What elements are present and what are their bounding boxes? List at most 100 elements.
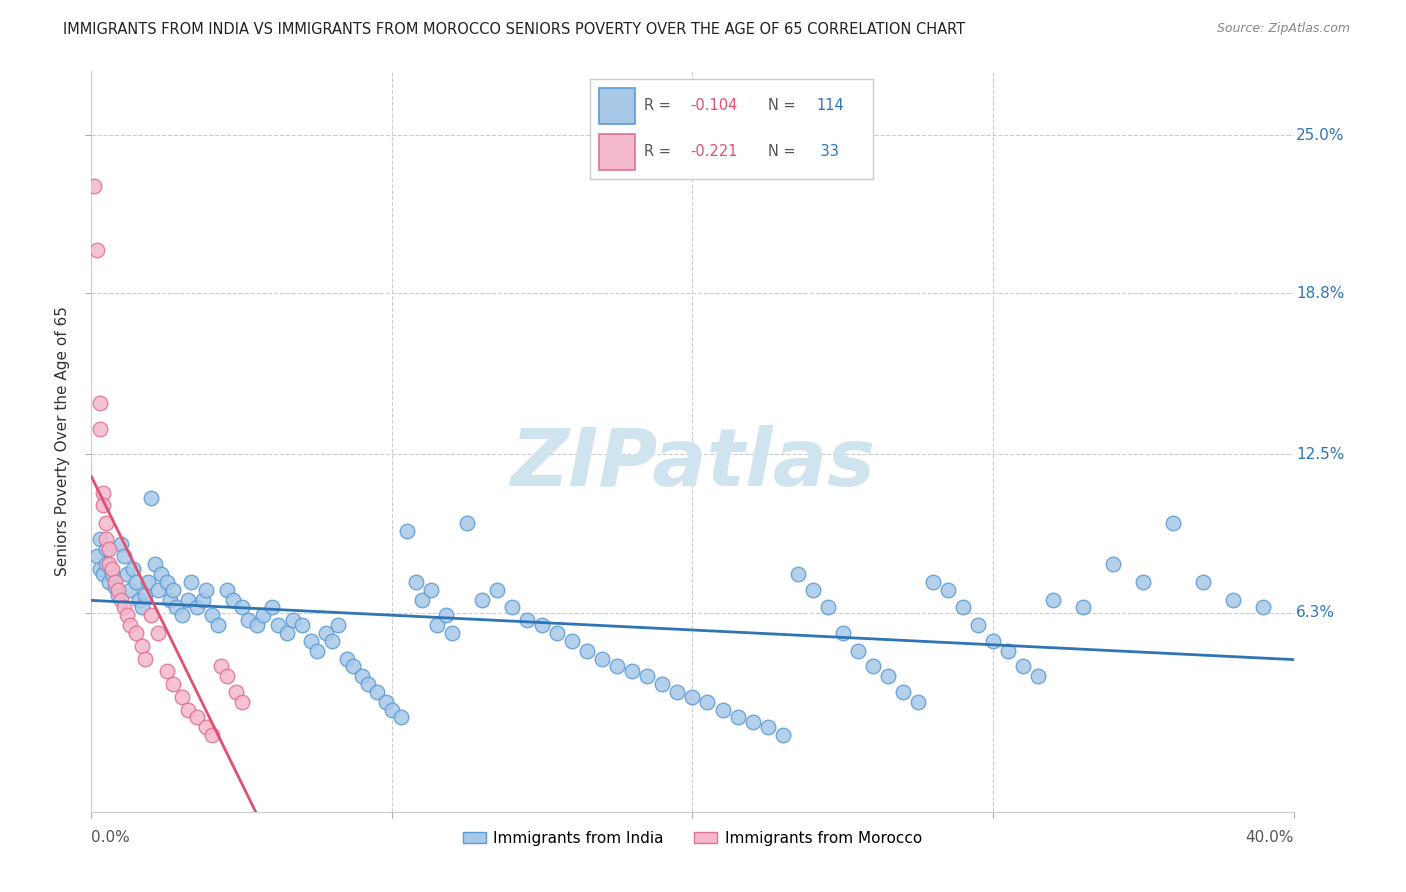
Point: [441, 626, 464, 640]
Point: [176, 703, 198, 717]
Point: [1222, 592, 1244, 607]
Point: [405, 574, 427, 589]
Point: [1253, 600, 1275, 615]
Point: [186, 710, 208, 724]
Text: 40.0%: 40.0%: [1246, 830, 1294, 846]
Point: [134, 651, 156, 665]
Point: [86, 243, 108, 257]
Point: [96, 541, 118, 556]
Point: [225, 684, 247, 698]
Point: [155, 574, 177, 589]
Point: [651, 677, 673, 691]
Point: [131, 639, 153, 653]
Point: [1192, 574, 1215, 589]
Point: [93, 485, 115, 500]
Point: [907, 695, 929, 709]
Point: [546, 626, 568, 640]
Point: [315, 626, 337, 640]
Point: [141, 608, 163, 623]
Point: [104, 580, 127, 594]
Text: ZIPatlas: ZIPatlas: [510, 425, 875, 503]
Point: [666, 684, 689, 698]
Point: [201, 608, 224, 623]
Point: [997, 644, 1019, 658]
Point: [922, 574, 945, 589]
Point: [209, 659, 232, 673]
Point: [456, 516, 478, 531]
Point: [741, 715, 763, 730]
Point: [531, 618, 554, 632]
Point: [967, 618, 990, 632]
Point: [120, 618, 142, 632]
Point: [146, 582, 169, 597]
Point: [236, 613, 259, 627]
Point: [252, 608, 274, 623]
Point: [411, 592, 433, 607]
Point: [862, 659, 884, 673]
Point: [1026, 669, 1049, 683]
Point: [191, 592, 214, 607]
Point: [159, 592, 181, 607]
Point: [114, 549, 136, 564]
Point: [170, 690, 193, 704]
Point: [93, 567, 115, 582]
Point: [389, 710, 412, 724]
Text: Source: ZipAtlas.com: Source: ZipAtlas.com: [1216, 22, 1350, 36]
Point: [260, 600, 283, 615]
Point: [176, 592, 198, 607]
Point: [756, 721, 779, 735]
Point: [434, 608, 457, 623]
Point: [83, 179, 105, 194]
Y-axis label: Seniors Poverty Over the Age of 65: Seniors Poverty Over the Age of 65: [55, 307, 70, 576]
Point: [186, 600, 208, 615]
Point: [952, 600, 974, 615]
Point: [96, 516, 118, 531]
Point: [101, 567, 124, 582]
Point: [104, 574, 127, 589]
Point: [101, 562, 124, 576]
Point: [194, 582, 217, 597]
Text: 6.3%: 6.3%: [1296, 605, 1334, 620]
Point: [110, 592, 132, 607]
Point: [96, 557, 118, 571]
Point: [576, 644, 599, 658]
Point: [125, 626, 148, 640]
Point: [1161, 516, 1184, 531]
Point: [146, 626, 169, 640]
Point: [516, 613, 538, 627]
Point: [155, 665, 177, 679]
Point: [636, 669, 658, 683]
Point: [891, 684, 914, 698]
Point: [114, 600, 136, 615]
Legend: Immigrants from India, Immigrants from Morocco: Immigrants from India, Immigrants from M…: [457, 825, 928, 852]
Point: [501, 600, 523, 615]
Point: [381, 703, 404, 717]
Point: [96, 532, 118, 546]
Point: [1102, 557, 1125, 571]
Point: [89, 422, 111, 436]
Point: [727, 710, 749, 724]
Point: [305, 644, 328, 658]
Point: [122, 562, 145, 576]
Point: [276, 626, 298, 640]
Point: [141, 491, 163, 505]
Text: IMMIGRANTS FROM INDIA VS IMMIGRANTS FROM MOROCCO SENIORS POVERTY OVER THE AGE OF: IMMIGRANTS FROM INDIA VS IMMIGRANTS FROM…: [63, 22, 966, 37]
Text: 0.0%: 0.0%: [91, 830, 131, 846]
Point: [711, 703, 734, 717]
Point: [606, 659, 628, 673]
Point: [486, 582, 509, 597]
Point: [107, 588, 129, 602]
Point: [128, 592, 150, 607]
Point: [170, 608, 193, 623]
Point: [357, 677, 380, 691]
Point: [138, 574, 160, 589]
Point: [194, 721, 217, 735]
Point: [326, 618, 349, 632]
Point: [117, 567, 139, 582]
Point: [98, 557, 121, 571]
Point: [1071, 600, 1094, 615]
Point: [876, 669, 898, 683]
Point: [215, 669, 238, 683]
Point: [1042, 592, 1064, 607]
Point: [350, 669, 373, 683]
